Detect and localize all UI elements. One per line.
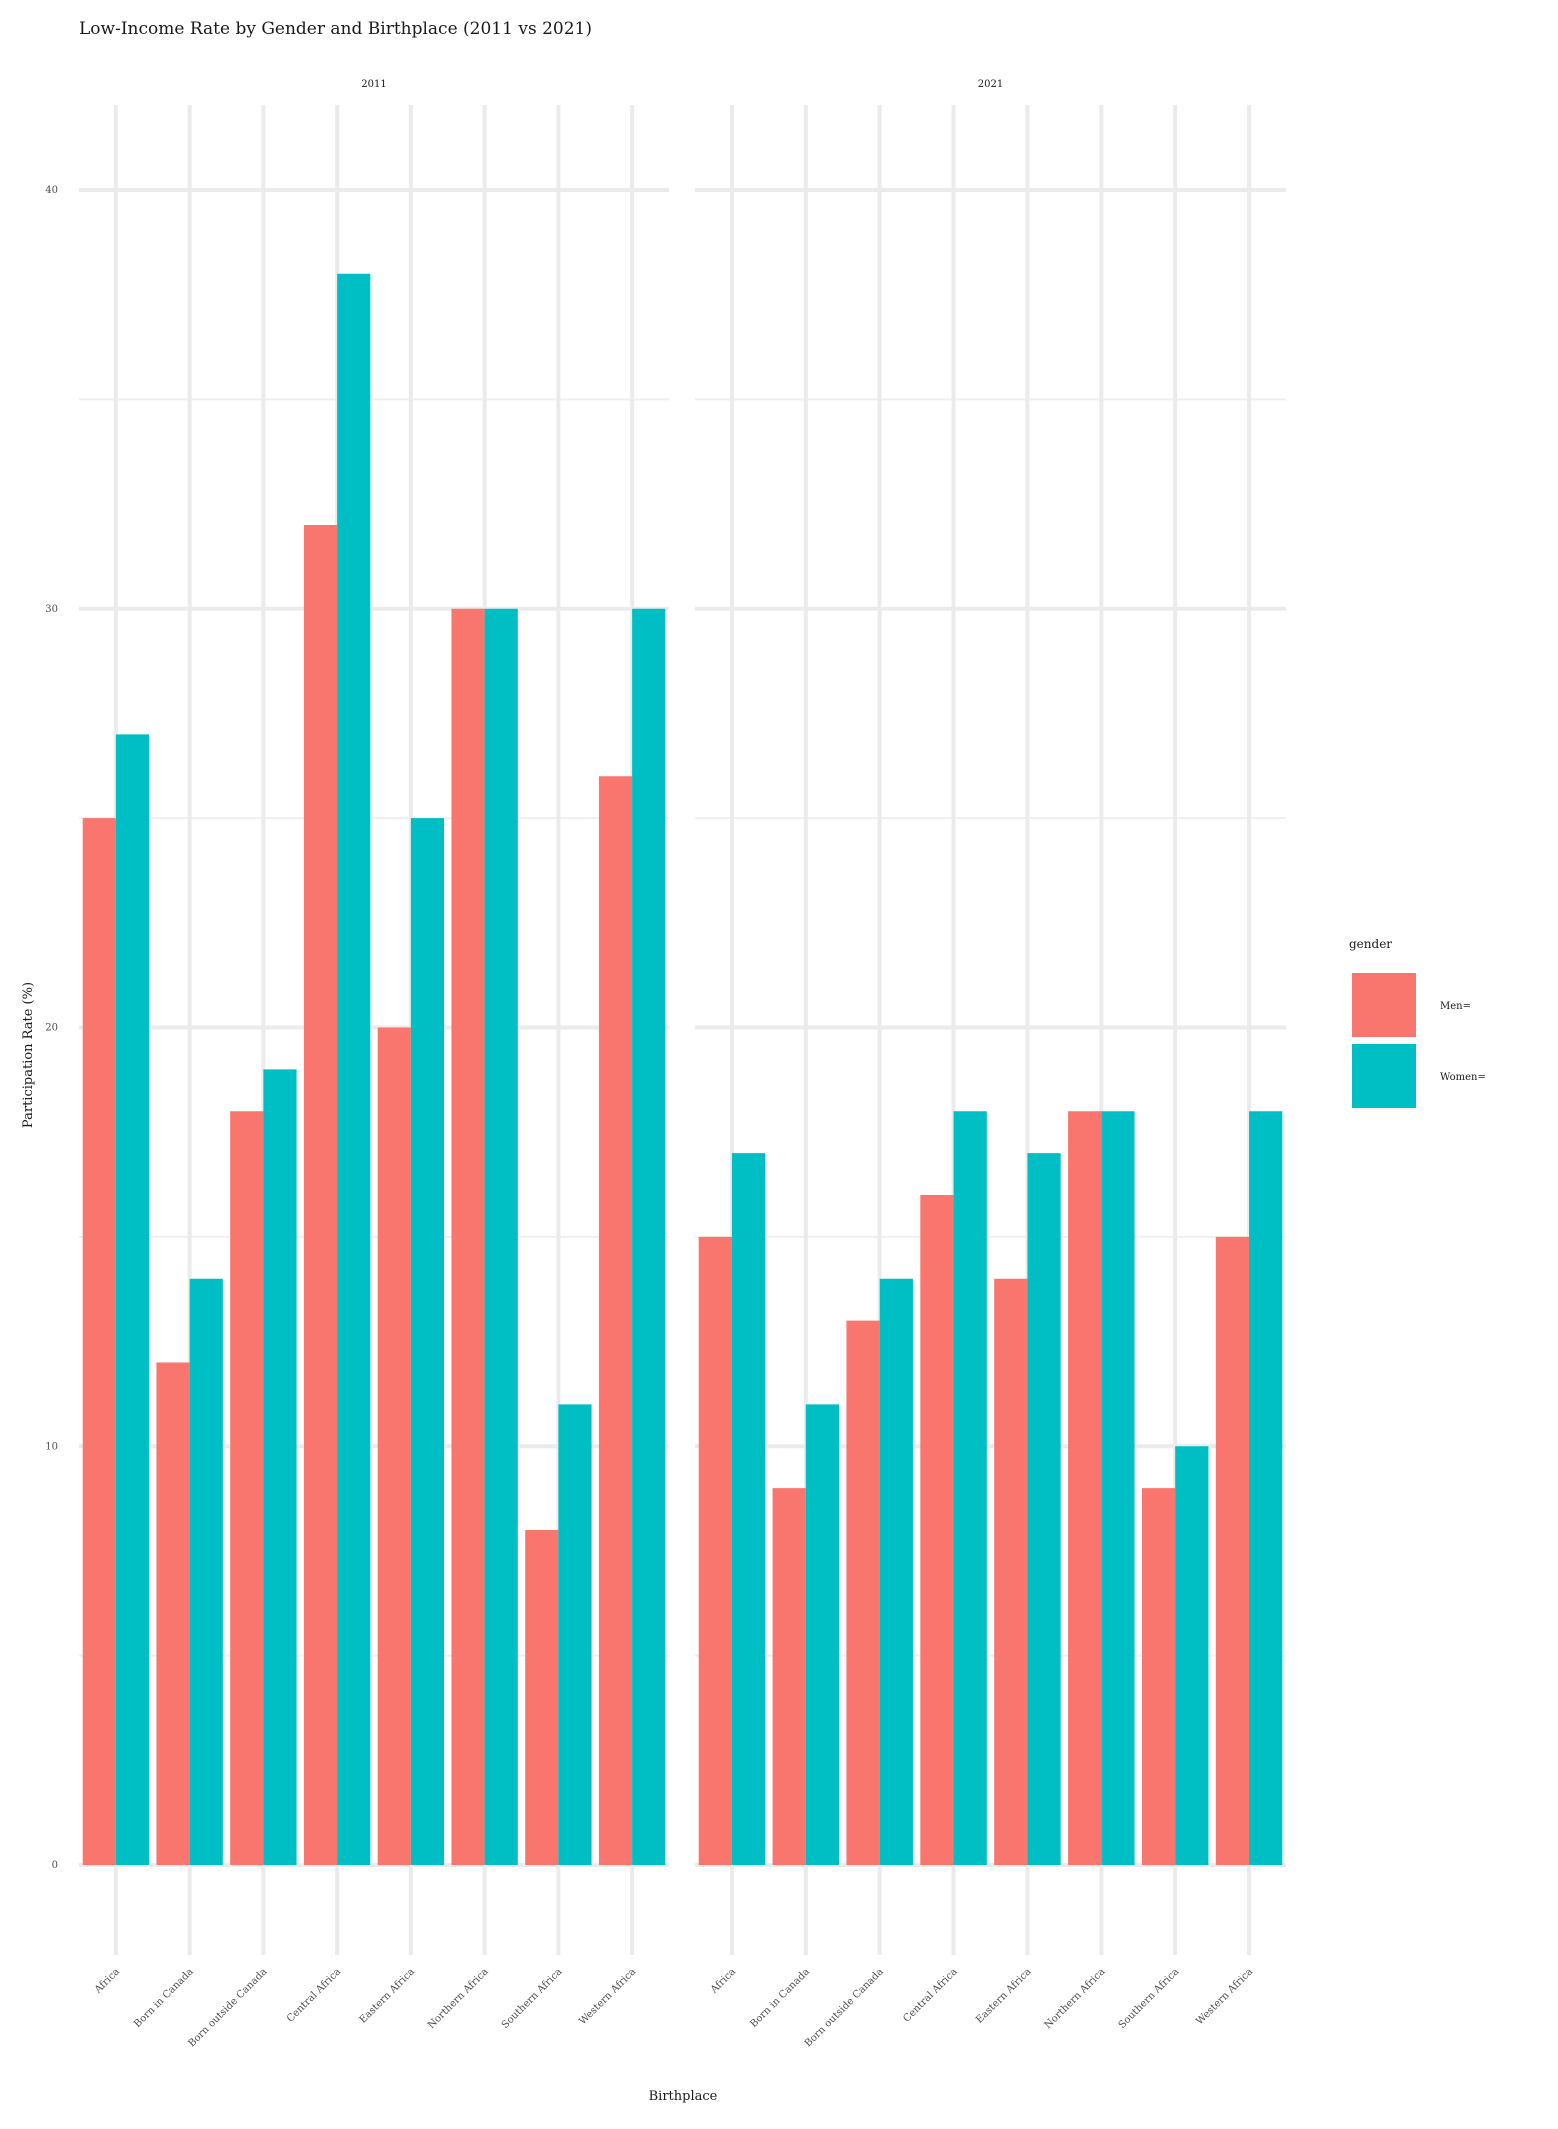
- x-tick-label: Southern Africa: [1117, 1966, 1182, 2031]
- bar-men-2011-7: [598, 776, 633, 1865]
- bar-women-2011-1: [189, 1278, 223, 1865]
- facet-label: 2011: [361, 79, 386, 90]
- x-tick-label: Southern Africa: [500, 1966, 565, 2031]
- x-tick-label: Born outside Canada: [803, 1966, 886, 2049]
- bar-men-2011-4: [377, 1027, 411, 1865]
- y-tick-label: 30: [45, 604, 58, 615]
- bar-women-2021-2: [879, 1278, 913, 1865]
- bar-women-2011-7: [632, 608, 666, 1865]
- legend-key-men: [1352, 973, 1416, 1037]
- bar-men-2011-2: [230, 1111, 264, 1865]
- x-tick-label: Africa: [92, 1966, 122, 1996]
- bar-men-2021-4: [994, 1278, 1028, 1865]
- x-tick-label: Africa: [708, 1966, 738, 1996]
- bar-men-2021-5: [1068, 1111, 1102, 1865]
- x-tick-label: Central Africa: [901, 1966, 959, 2024]
- bar-women-2021-6: [1175, 1446, 1209, 1865]
- bar-men-2021-7: [1215, 1236, 1250, 1865]
- bar-women-2011-0: [115, 734, 150, 1865]
- x-tick-label: Born in Canada: [132, 1966, 196, 2030]
- legend-label: Men=: [1440, 1001, 1471, 1012]
- bar-women-2011-6: [558, 1404, 592, 1865]
- bar-men-2021-0: [698, 1236, 732, 1865]
- bar-women-2011-3: [337, 273, 371, 1865]
- facet-label: 2021: [978, 79, 1003, 90]
- bar-men-2021-1: [772, 1488, 806, 1865]
- bar-men-2021-6: [1141, 1488, 1176, 1865]
- bar-women-2011-5: [484, 608, 518, 1865]
- x-axis-title: Birthplace: [649, 2089, 718, 2104]
- bar-women-2021-3: [953, 1111, 987, 1865]
- bar-men-2011-5: [451, 608, 485, 1865]
- bar-women-2011-2: [263, 1069, 297, 1865]
- bar-women-2021-0: [731, 1153, 766, 1865]
- bar-women-2021-5: [1101, 1111, 1135, 1865]
- bar-men-2011-1: [156, 1362, 190, 1865]
- x-tick-label: Born in Canada: [748, 1966, 812, 2030]
- chart-title: Low-Income Rate by Gender and Birthplace…: [79, 19, 592, 39]
- y-axis: 0 10 20 30 40: [45, 185, 58, 1871]
- bar-women-2021-1: [805, 1404, 840, 1865]
- x-tick-label: Western Africa: [1194, 1966, 1255, 2027]
- x-tick-label: Eastern Africa: [358, 1966, 417, 2025]
- bar-men-2021-2: [846, 1320, 880, 1865]
- x-tick-label: Born outside Canada: [186, 1966, 269, 2049]
- x-tick-label: Central Africa: [285, 1966, 343, 2024]
- y-tick-label: 20: [45, 1023, 58, 1034]
- bar-women-2011-4: [410, 818, 445, 1865]
- bar-men-2021-3: [920, 1195, 954, 1865]
- legend: gender Men= Women=: [1349, 937, 1486, 1108]
- y-tick-label: 0: [52, 1860, 58, 1871]
- bar-men-2011-3: [303, 525, 338, 1865]
- bar-men-2011-0: [82, 818, 116, 1865]
- bar-women-2021-7: [1249, 1111, 1283, 1865]
- y-tick-label: 10: [45, 1441, 58, 1452]
- y-tick-label: 40: [45, 185, 58, 196]
- bar-men-2011-6: [525, 1530, 559, 1865]
- x-tick-label: Northern Africa: [1043, 1966, 1108, 2031]
- legend-key-women: [1352, 1044, 1416, 1108]
- x-tick-label: Northern Africa: [426, 1966, 491, 2031]
- y-axis-title: Participation Rate (%): [21, 982, 36, 1128]
- x-tick-label: Eastern Africa: [974, 1966, 1033, 2025]
- x-tick-label: Western Africa: [577, 1966, 638, 2027]
- legend-title: gender: [1349, 937, 1392, 951]
- legend-label: Women=: [1440, 1072, 1486, 1083]
- bar-women-2021-4: [1027, 1153, 1061, 1865]
